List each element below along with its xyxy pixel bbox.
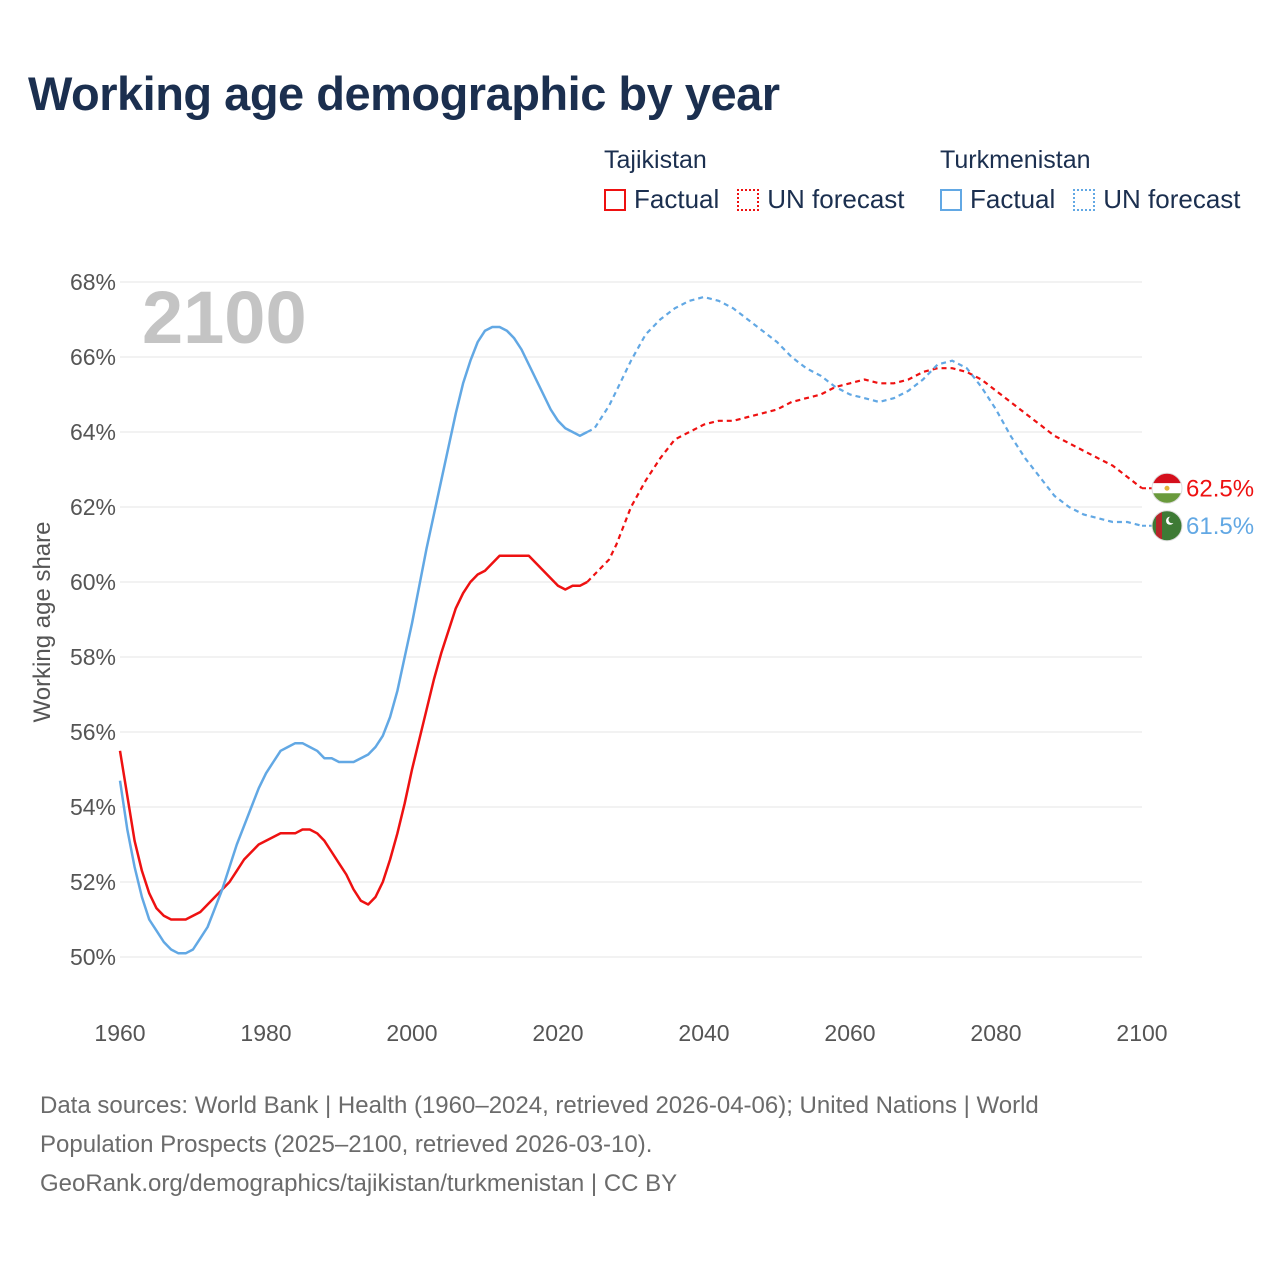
- turkmenistan-flag-icon: [1151, 510, 1183, 542]
- y-tick-label: 56%: [70, 719, 116, 745]
- legend-swatch-solid-icon: [940, 188, 962, 211]
- y-tick-label: 58%: [70, 644, 116, 670]
- y-tick-label: 52%: [70, 869, 116, 895]
- y-tick-label: 68%: [70, 269, 116, 295]
- x-tick-label: 2100: [1116, 1020, 1167, 1046]
- legend-group-turkmenistan: Turkmenistan Factual UN forecast: [940, 144, 1259, 215]
- series-lines: [118, 295, 1143, 955]
- legend-swatch-solid-icon: [604, 188, 626, 211]
- line-chart: 2100 50% 52% 54% 56% 58% 60% 62% 64% 66% 68% 1960…: [29, 269, 1254, 1046]
- y-axis-ticks: 50% 52% 54% 56% 58% 60% 62% 64% 66% 68%: [70, 269, 116, 970]
- x-tick-label: 1960: [94, 1020, 145, 1046]
- y-tick-label: 54%: [70, 794, 116, 820]
- x-tick-label: 2040: [678, 1020, 729, 1046]
- footer-source-line-2: Population Prospects (2025–2100, retriev…: [40, 1131, 653, 1158]
- x-tick-label: 1980: [240, 1020, 291, 1046]
- end-value-label-tajikistan: 62.5%: [1186, 475, 1254, 502]
- x-axis-ticks: 1960 1980 2000 2020 2040 2060 2080 2100: [94, 1020, 1167, 1046]
- legend-item-tajikistan-factual[interactable]: Factual: [604, 184, 719, 215]
- legend-item-tajikistan-forecast[interactable]: UN forecast: [737, 184, 905, 215]
- y-tick-label: 50%: [70, 944, 116, 970]
- y-tick-label: 62%: [70, 494, 116, 520]
- legend-country-label: Turkmenistan: [940, 146, 1091, 174]
- x-tick-label: 2000: [386, 1020, 437, 1046]
- legend-label: UN forecast: [1103, 184, 1241, 214]
- legend-label: UN forecast: [767, 184, 905, 214]
- tajikistan-flag-icon: [1151, 472, 1183, 504]
- end-value-label-turkmenistan: 61.5%: [1186, 513, 1254, 540]
- x-tick-label: 2020: [532, 1020, 583, 1046]
- y-tick-label: 60%: [70, 569, 116, 595]
- series-end-markers: 62.5% 61.5%: [1142, 472, 1254, 542]
- series-line-turkmenistan-forecast[interactable]: [586, 295, 1143, 527]
- legend-swatch-dotted-icon: [737, 188, 760, 211]
- footer-source-line-1: Data sources: World Bank | Health (1960–…: [40, 1092, 1039, 1119]
- y-tick-label: 66%: [70, 344, 116, 370]
- legend-label: Factual: [970, 184, 1056, 214]
- chart-title: Working age demographic by year: [28, 67, 780, 120]
- y-axis-label: Working age share: [29, 522, 56, 723]
- legend-group-tajikistan: Tajikistan Factual UN forecast: [604, 144, 923, 215]
- series-line-tajikistan-forecast[interactable]: [586, 367, 1143, 583]
- x-tick-label: 2060: [824, 1020, 875, 1046]
- footer: Data sources: World Bank | Health (1960–…: [40, 1086, 1220, 1203]
- y-tick-label: 64%: [70, 419, 116, 445]
- grid-lines: [120, 281, 1142, 958]
- year-watermark: 2100: [142, 276, 307, 359]
- series-line-turkmenistan-factual[interactable]: [118, 325, 588, 955]
- legend-item-turkmenistan-forecast[interactable]: UN forecast: [1073, 184, 1241, 215]
- x-tick-label: 2080: [970, 1020, 1021, 1046]
- legend-item-turkmenistan-factual[interactable]: Factual: [940, 184, 1055, 215]
- legend-label: Factual: [634, 184, 720, 214]
- legend-swatch-dotted-icon: [1073, 188, 1096, 211]
- legend-country-label: Tajikistan: [604, 146, 707, 174]
- footer-attribution-link[interactable]: GeoRank.org/demographics/tajikistan/turk…: [40, 1170, 678, 1197]
- series-line-tajikistan-factual[interactable]: [118, 554, 588, 921]
